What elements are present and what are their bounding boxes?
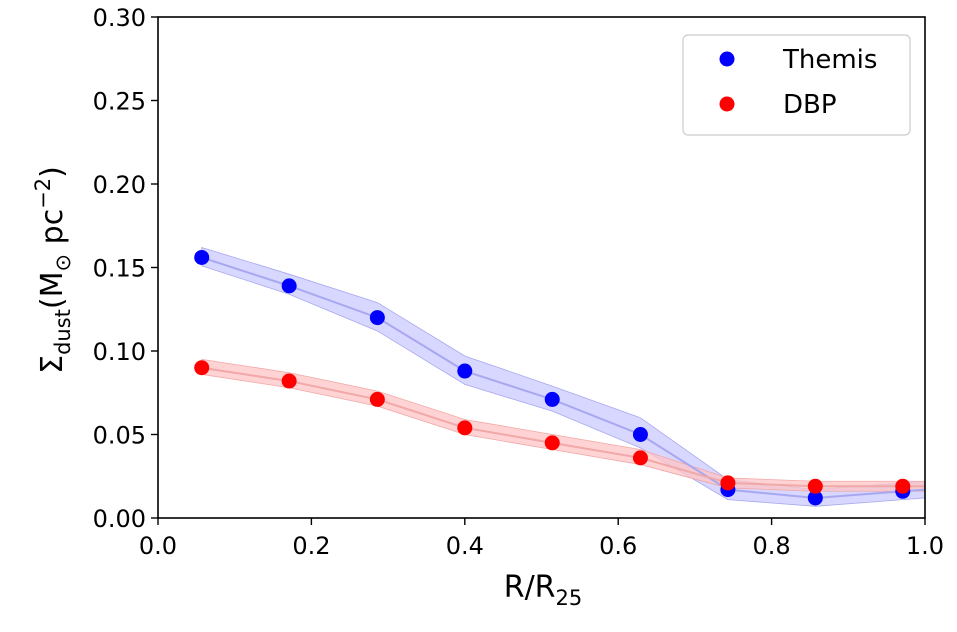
y-tick-label: 0.00 — [93, 505, 146, 533]
point-dbp — [632, 450, 648, 466]
y-tick-label: 0.05 — [93, 422, 146, 450]
point-dbp — [895, 478, 911, 494]
x-tick-label: 0.0 — [139, 532, 177, 560]
legend-label-dbp: DBP — [783, 90, 837, 120]
point-dbp — [457, 420, 473, 436]
point-themis — [281, 278, 297, 294]
point-dbp — [281, 373, 297, 389]
y-axis-label: Σdust(M⊙ pc−2) — [31, 166, 75, 374]
point-themis — [632, 427, 648, 442]
x-tick-label: 0.8 — [753, 532, 791, 560]
line-themis — [201, 256, 926, 499]
legend-marker-themis — [719, 51, 735, 67]
y-tick-label: 0.15 — [93, 255, 146, 283]
x-tick-label: 1.0 — [906, 532, 944, 560]
point-themis — [369, 310, 385, 326]
x-tick-label: 0.4 — [446, 532, 484, 560]
point-themis — [194, 249, 210, 265]
y-tick-label: 0.20 — [93, 171, 146, 199]
point-themis — [544, 391, 560, 407]
axis-ticks: 0.0 0.2 0.4 0.6 0.8 1.0 0.00 0.05 0.10 0.15 0.20 0.… — [93, 4, 945, 560]
point-themis — [807, 490, 823, 506]
legend-label-themis: Themis — [782, 45, 877, 75]
y-tick-label: 0.10 — [93, 338, 146, 366]
y-tick-label: 0.25 — [93, 88, 146, 116]
data-markers — [194, 249, 911, 506]
band-dbp — [201, 358, 926, 492]
legend-box — [682, 34, 911, 136]
point-themis — [457, 363, 473, 379]
point-dbp — [194, 360, 210, 376]
x-tick-label: 0.2 — [292, 532, 330, 560]
x-axis-label: R/R25 — [504, 570, 583, 610]
line-dbp — [201, 366, 925, 488]
legend: Themis DBP — [682, 34, 911, 136]
point-dbp — [720, 475, 736, 491]
y-tick-label: 0.30 — [93, 4, 146, 32]
uncertainty-bands — [201, 246, 926, 507]
point-dbp — [807, 478, 823, 494]
point-dbp — [369, 391, 385, 407]
x-tick-label: 0.6 — [599, 532, 637, 560]
point-dbp — [544, 435, 560, 451]
legend-marker-dbp — [719, 96, 735, 112]
series-lines — [201, 256, 926, 499]
